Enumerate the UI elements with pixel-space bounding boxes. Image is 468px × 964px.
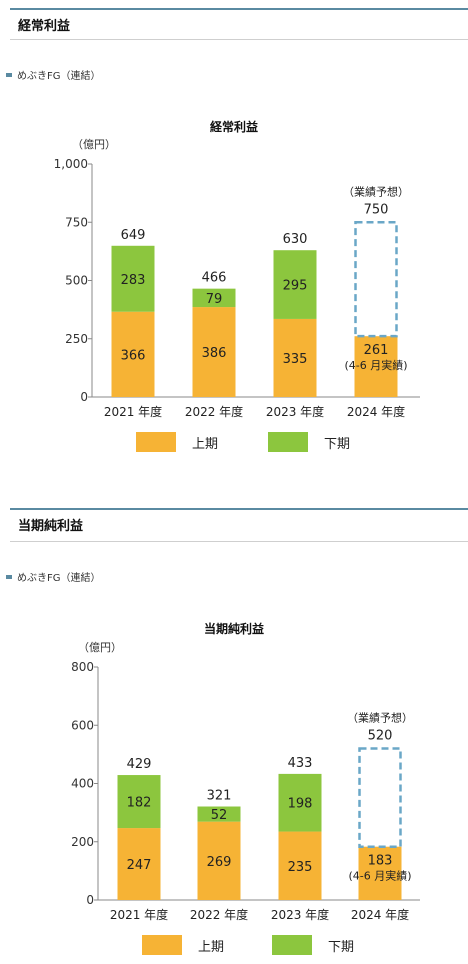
chart-title: 経常利益 — [209, 120, 258, 134]
data-label-total: 630 — [283, 232, 308, 247]
data-label-actual-note: (4-6 月実績) — [344, 358, 407, 372]
x-tick-label: 2023 年度 — [271, 907, 329, 922]
y-tick-label: 0 — [86, 893, 94, 907]
x-tick-label: 2024 年度 — [351, 907, 409, 922]
forecast-label: （業績予想） — [347, 711, 413, 725]
section-top-bar — [10, 508, 468, 510]
data-label-total: 466 — [202, 271, 227, 286]
bar-second-half — [117, 775, 161, 829]
data-label-total: 321 — [207, 789, 232, 804]
y-tick-label: 750 — [65, 215, 88, 229]
bar-first-half — [278, 831, 322, 900]
y-tick-label: 800 — [71, 660, 94, 674]
data-label-total: 429 — [127, 757, 152, 772]
y-tick-label: 500 — [65, 274, 88, 288]
chart-net-income: （億円） 0 200 400 600 800 182 247 429 2021 年度 52 269 32… — [71, 641, 420, 922]
section-divider — [10, 541, 468, 542]
legend-swatch-second-half — [272, 935, 312, 955]
legend-second-half: 下期 — [268, 432, 350, 452]
data-label-total: 433 — [288, 756, 313, 771]
bar-second-half — [273, 250, 317, 319]
data-label-second-half: 295 — [283, 279, 308, 294]
chart-title: 当期純利益 — [203, 622, 264, 636]
company-label: めぶきFG（連結） — [6, 67, 101, 82]
section-divider — [10, 39, 468, 40]
x-tick-label: 2022 年度 — [185, 404, 243, 419]
data-label-forecast: 520 — [368, 729, 393, 744]
forecast-label: （業績予想） — [343, 184, 409, 198]
x-tick-label: 2024 年度 — [347, 404, 405, 419]
y-tick-label: 1,000 — [54, 157, 88, 171]
x-tick-label: 2023 年度 — [266, 404, 324, 419]
bar-first-half — [358, 846, 402, 900]
bar-first-half — [192, 307, 236, 397]
chart-ordinary-profit: （億円） 0 250 500 750 1,000 283 366 649 2021 年度 79 386… — [54, 138, 420, 419]
forecast-box — [354, 221, 398, 338]
data-label-first-half: 335 — [283, 352, 308, 367]
y-tick-label: 0 — [80, 390, 88, 404]
legend-second-half: 下期 — [272, 935, 354, 955]
data-label-first-half: 386 — [202, 346, 227, 361]
forecast-box — [358, 747, 402, 848]
bar-second-half — [278, 773, 322, 832]
y-axis-unit: （億円） — [78, 641, 122, 654]
data-label-first-half: 269 — [207, 855, 232, 870]
legend-label-first-half: 上期 — [192, 436, 219, 452]
data-label-first-half: 366 — [121, 348, 146, 363]
legend-first-half: 上期 — [142, 935, 224, 955]
data-label-total: 649 — [121, 228, 146, 243]
y-tick-label: 400 — [71, 777, 94, 791]
data-label-second-half: 283 — [121, 273, 146, 288]
data-label-first-half: 261 — [364, 343, 389, 358]
legend-label-second-half: 下期 — [328, 939, 355, 955]
legend-first-half: 上期 — [136, 432, 218, 452]
data-label-second-half: 182 — [127, 796, 152, 811]
bar-first-half — [117, 828, 161, 900]
bar-second-half — [197, 806, 241, 822]
y-axis-unit: （億円） — [72, 138, 116, 151]
bar-second-half — [192, 288, 236, 308]
legend-swatch-first-half — [136, 432, 176, 452]
bar-first-half — [197, 821, 241, 900]
x-tick-label: 2022 年度 — [190, 907, 248, 922]
data-label-second-half: 198 — [288, 797, 313, 812]
bar-second-half — [111, 245, 155, 312]
bar-first-half — [111, 311, 155, 397]
y-tick-label: 200 — [71, 835, 94, 849]
legend-swatch-first-half — [142, 935, 182, 955]
legend-label-second-half: 下期 — [324, 436, 351, 452]
x-tick-label: 2021 年度 — [110, 907, 168, 922]
data-label-second-half: 79 — [206, 292, 223, 307]
bullet-square-icon — [6, 574, 12, 579]
company-name: めぶきFG（連結） — [17, 71, 101, 82]
legend-swatch-second-half — [268, 432, 308, 452]
bar-first-half — [354, 336, 398, 397]
section-title: 当期純利益 — [18, 519, 84, 534]
legend-label-first-half: 上期 — [198, 939, 225, 955]
section-top-bar — [10, 8, 468, 10]
company-name: めぶきFG（連結） — [17, 573, 101, 584]
x-tick-label: 2021 年度 — [104, 404, 162, 419]
data-label-first-half: 235 — [288, 860, 313, 875]
bullet-square-icon — [6, 72, 12, 77]
company-label: めぶきFG（連結） — [6, 569, 101, 584]
bar-first-half — [273, 318, 317, 397]
section-title: 経常利益 — [18, 19, 71, 34]
data-label-first-half: 183 — [368, 854, 393, 869]
y-tick-label: 250 — [65, 332, 88, 346]
data-label-first-half: 247 — [127, 858, 152, 873]
data-label-forecast: 750 — [364, 202, 389, 217]
y-tick-label: 600 — [71, 718, 94, 732]
data-label-second-half: 52 — [211, 808, 228, 823]
data-label-actual-note: (4-6 月実績) — [348, 869, 411, 883]
